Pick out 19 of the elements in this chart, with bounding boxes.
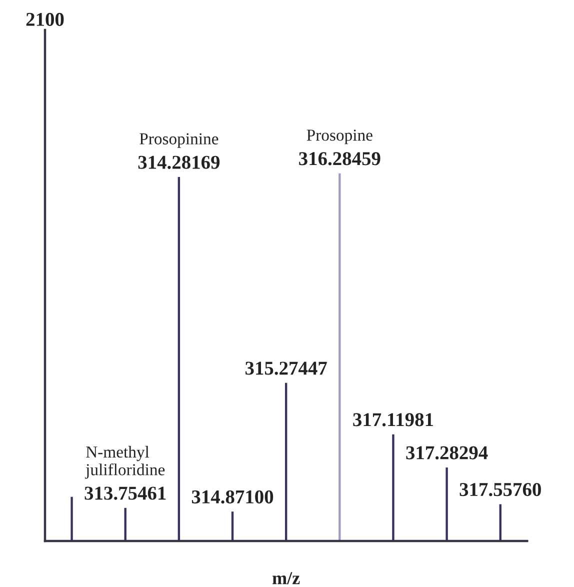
text: 2100 [26,12,64,26]
x-tick-label: 313.75461 [84,486,166,500]
bar [178,177,180,541]
annotation: Prosopine [306,130,372,144]
x-tick-label: 317.55760 [460,482,541,496]
x-tick-label: 315.27447 [245,362,327,375]
annotation: N-methyl julifloridine [85,446,165,479]
x-tick-label: 317.11981 [353,413,434,426]
annotation: Prosopinine [140,133,218,148]
x-tick-label: 316.28459 [299,152,380,166]
x-tick-label: 314.28169 [138,156,220,169]
x-axis-title: m/z [272,572,300,584]
x-tick-label: 314.87100 [192,490,274,504]
bar [70,496,73,541]
x-tick-label: 317.28294 [406,446,488,460]
bar [338,173,341,541]
bar [446,467,448,541]
bar [392,434,394,541]
bar [284,382,288,541]
